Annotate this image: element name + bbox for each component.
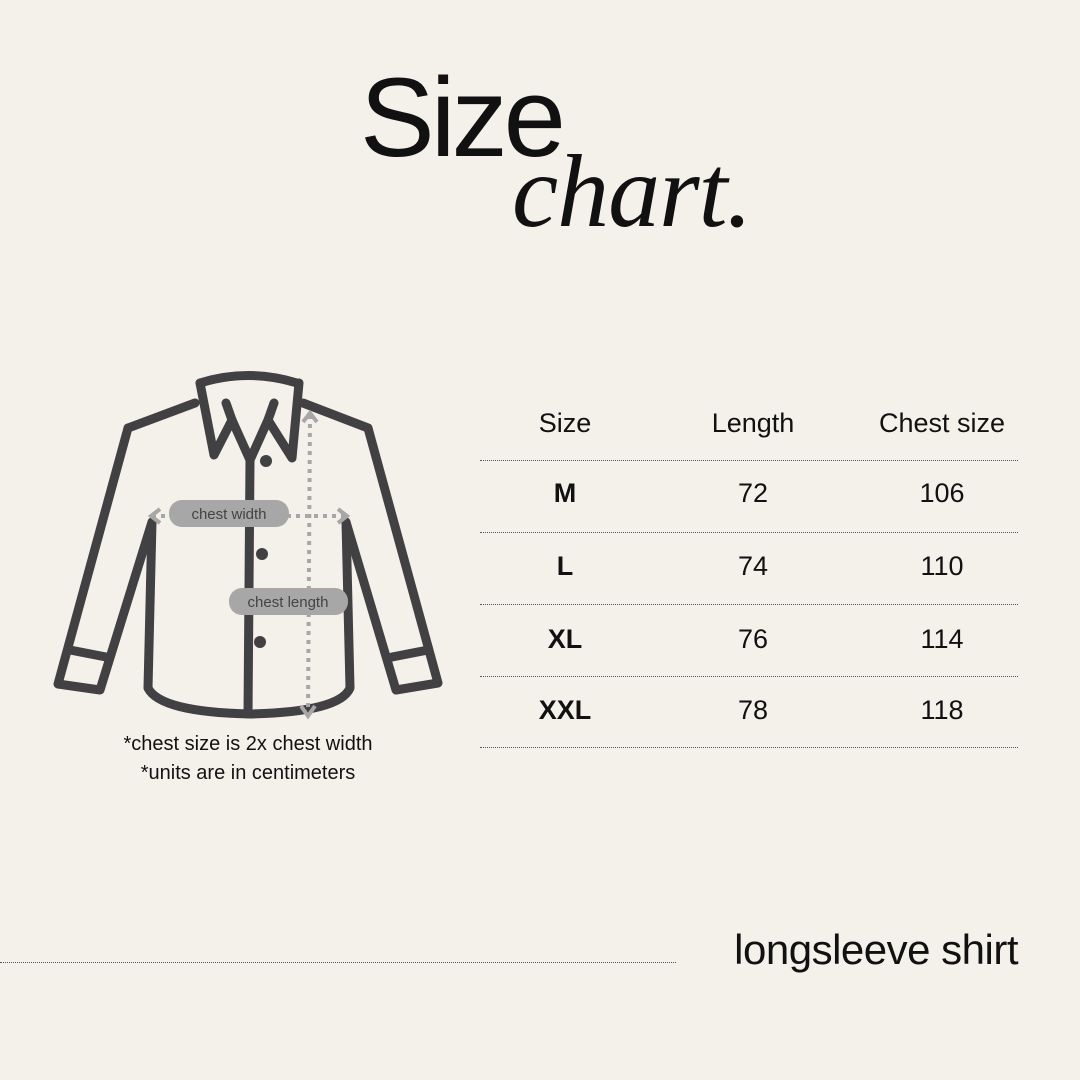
row-chest: 114 (920, 624, 964, 654)
divider (480, 532, 1018, 533)
shirt-outline-icon (53, 371, 443, 719)
button-icon (260, 455, 272, 467)
row-size: M (553, 478, 577, 508)
row-size: XXL (538, 695, 592, 725)
row-length: 76 (737, 624, 769, 654)
divider (480, 604, 1018, 605)
note-chest: *chest size is 2x chest width (123, 733, 373, 755)
chest-width-label: chest width (191, 506, 266, 523)
footer-divider (0, 962, 676, 963)
header-size: Size (538, 408, 592, 438)
divider (480, 460, 1018, 461)
title-size: Size (360, 55, 566, 180)
row-size: XL (547, 624, 583, 654)
chest-length-pill (229, 588, 348, 615)
row-length: 72 (737, 478, 769, 508)
row-chest: 118 (920, 695, 964, 725)
row-size: L (556, 551, 574, 581)
divider (480, 676, 1018, 677)
note-units: *units are in centimeters (140, 762, 356, 784)
title-chart: chart. (512, 134, 753, 249)
product-name: longsleeve shirt (734, 926, 1018, 973)
button-icon (254, 636, 266, 648)
chest-width-pill (169, 500, 289, 527)
header-chest: Chest size (878, 408, 1006, 438)
header-length: Length (711, 408, 795, 438)
row-length: 78 (737, 695, 769, 725)
row-chest: 110 (920, 551, 964, 581)
button-icon (256, 548, 268, 560)
row-chest: 106 (919, 478, 965, 508)
chest-length-label: chest length (248, 594, 329, 611)
divider (480, 747, 1018, 748)
row-length: 74 (737, 551, 769, 581)
